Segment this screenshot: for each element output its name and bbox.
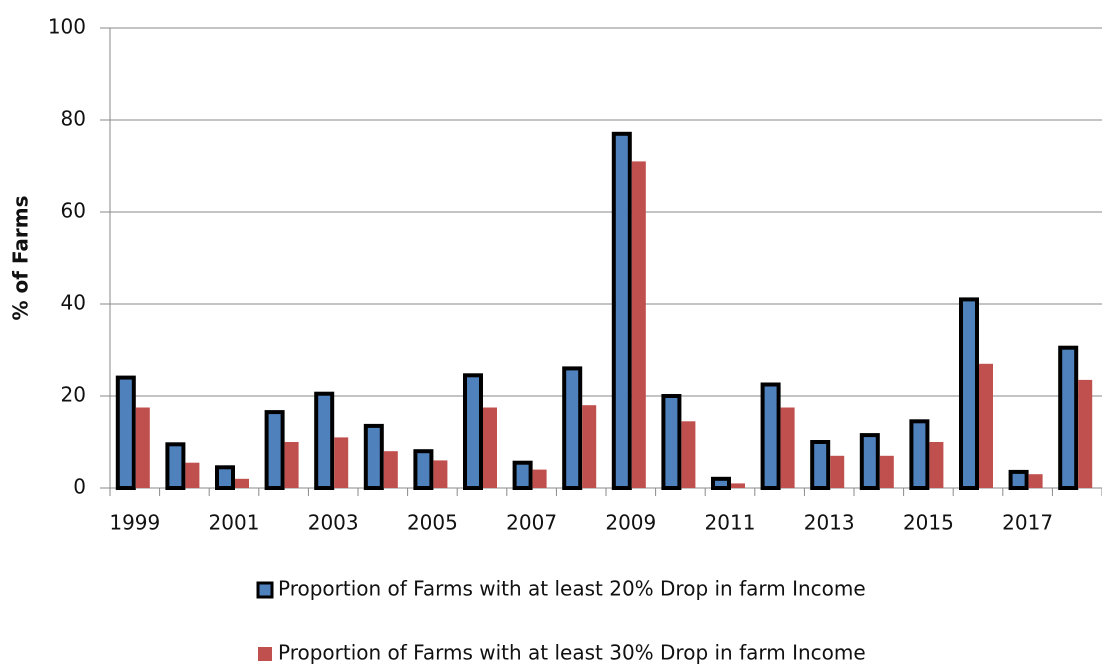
bar <box>512 460 533 491</box>
x-tick-label: 2007 <box>506 511 557 535</box>
bar <box>859 433 880 491</box>
bar <box>909 419 930 490</box>
bar <box>929 442 944 488</box>
y-tick-label: 0 <box>73 475 86 499</box>
bar <box>711 476 731 490</box>
bar <box>631 161 646 488</box>
bar <box>681 421 696 488</box>
bar <box>483 407 497 488</box>
y-tick-label: 80 <box>61 107 86 131</box>
y-tick-label: 20 <box>61 383 86 407</box>
x-tick-label: 2003 <box>308 511 359 535</box>
x-tick-label: 2009 <box>605 511 656 535</box>
x-tick-label: 2015 <box>903 511 954 535</box>
bar <box>810 440 831 490</box>
x-tick-label: 2017 <box>1002 511 1053 535</box>
bar <box>562 366 583 490</box>
bar <box>879 455 894 488</box>
legend-label: Proportion of Farms with at least 30% Dr… <box>278 641 866 664</box>
bar <box>185 462 200 488</box>
legend-label: Proportion of Farms with at least 20% Dr… <box>278 577 866 601</box>
legend-marker <box>256 581 274 599</box>
bar <box>582 405 597 488</box>
bar <box>532 469 547 488</box>
y-tick-label: 40 <box>61 291 86 315</box>
bar <box>383 451 398 488</box>
y-axis-title: % of Farms <box>9 196 33 321</box>
bar <box>264 410 285 491</box>
bar <box>760 382 781 490</box>
legend-marker <box>258 647 272 661</box>
bar <box>780 407 795 488</box>
bar <box>115 375 136 491</box>
bar <box>215 465 235 490</box>
bar <box>284 442 299 488</box>
y-tick-label: 60 <box>61 199 86 223</box>
bar <box>1028 474 1043 488</box>
x-tick-label: 2005 <box>407 511 458 535</box>
bar <box>334 437 349 488</box>
bar <box>830 455 845 488</box>
bar <box>1078 379 1093 488</box>
bar <box>314 391 335 491</box>
bar <box>433 460 448 488</box>
bar <box>959 297 979 490</box>
bar <box>363 423 384 490</box>
bar <box>1008 469 1029 490</box>
bar <box>731 483 745 488</box>
x-tick-label: 2013 <box>804 511 855 535</box>
bar <box>611 131 632 491</box>
bar <box>165 442 186 490</box>
bar <box>235 478 249 488</box>
bar <box>1058 345 1079 491</box>
bar <box>979 363 993 488</box>
x-tick-label: 2001 <box>209 511 260 535</box>
bar <box>413 449 434 491</box>
bar <box>135 407 150 488</box>
bar <box>661 394 682 490</box>
y-tick-label: 100 <box>48 15 86 39</box>
bar <box>463 373 483 490</box>
x-tick-label: 2011 <box>705 511 756 535</box>
x-tick-label: 1999 <box>109 511 160 535</box>
